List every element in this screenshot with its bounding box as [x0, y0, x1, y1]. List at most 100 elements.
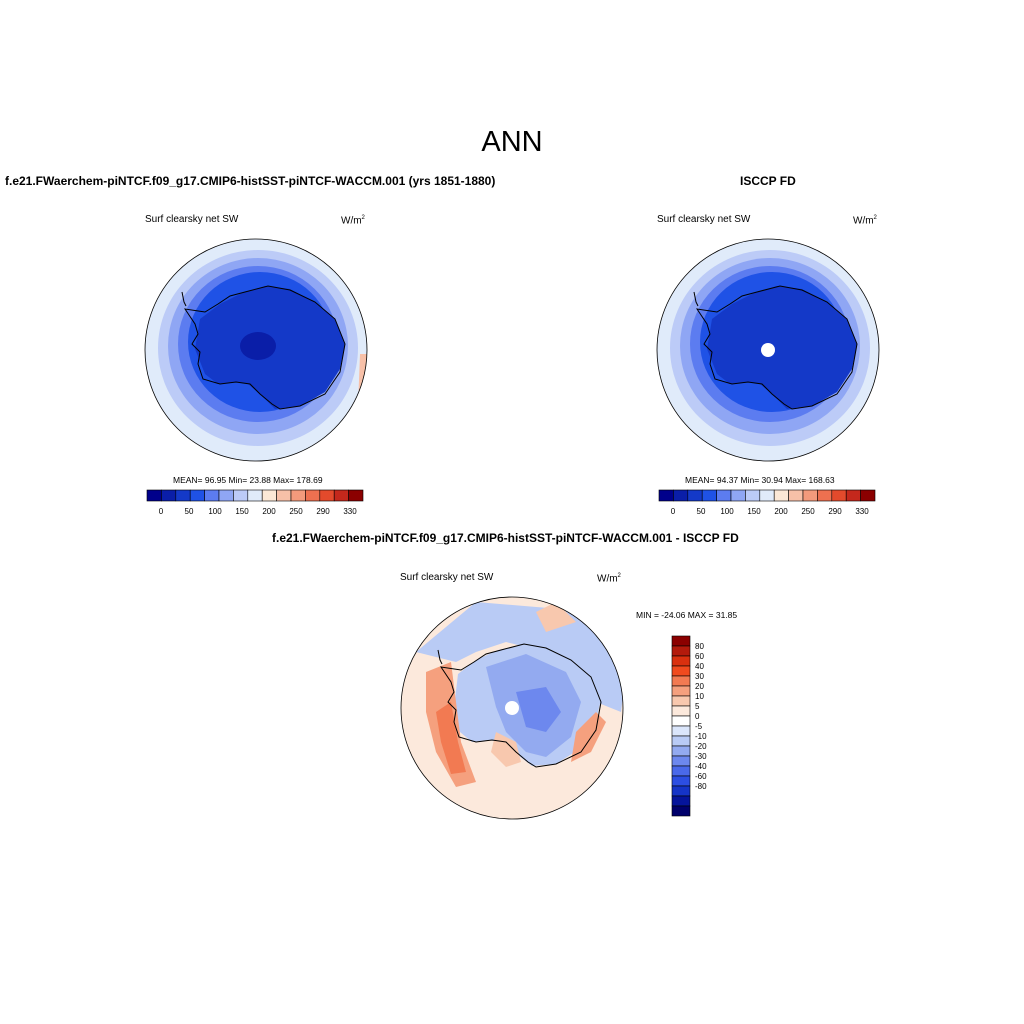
- colorbar-tick-label: 250: [289, 507, 303, 516]
- panel-2-units: W/m2: [853, 215, 877, 227]
- colorbar-cell: [233, 489, 249, 502]
- colorbar-cell: [671, 785, 691, 797]
- colorbar-tick-label: -20: [695, 742, 707, 751]
- colorbar-tick-label: -30: [695, 752, 707, 761]
- panel-1-stats: MEAN= 96.95 Min= 23.88 Max= 178.69: [173, 475, 323, 485]
- panel-3-stats: MIN = -24.06 MAX = 31.85: [636, 610, 738, 620]
- colorbar-cell: [673, 489, 689, 502]
- panel-1-variable: Surf clearsky net SW: [145, 214, 239, 225]
- panel-3-map-boundary: [400, 596, 624, 820]
- colorbar-tick-label: 150: [235, 507, 249, 516]
- colorbar-tick-label: 290: [316, 507, 330, 516]
- colorbar-tick-label: 10: [695, 692, 704, 701]
- colorbar-cell: [189, 489, 205, 502]
- colorbar-tick-label: 60: [695, 652, 704, 661]
- colorbar-tick-label: 80: [695, 642, 704, 651]
- panel-3-title: f.e21.FWaerchem-piNTCF.f09_g17.CMIP6-his…: [272, 531, 739, 545]
- colorbar-cell: [671, 805, 691, 817]
- colorbar-cell: [671, 635, 691, 647]
- antarctica-coastline: [439, 643, 602, 768]
- panel-2-stats: MEAN= 94.37 Min= 30.94 Max= 168.63: [685, 475, 835, 485]
- colorbar-cell: [802, 489, 818, 502]
- colorbar-cell: [671, 665, 691, 677]
- colorbar-cell: [831, 489, 847, 502]
- colorbar-tick-label: 40: [695, 662, 704, 671]
- colorbar-tick-label: 50: [185, 507, 194, 516]
- colorbar-tick-label: 50: [697, 507, 706, 516]
- colorbar-tick-label: 20: [695, 682, 704, 691]
- antarctica-coastline: [183, 285, 346, 410]
- colorbar-cell: [860, 489, 876, 502]
- colorbar-cell: [817, 489, 833, 502]
- antarctica-coastline: [695, 285, 858, 410]
- colorbar-tick-label: 330: [855, 507, 869, 516]
- colorbar-tick-label: 290: [828, 507, 842, 516]
- colorbar-cell: [319, 489, 335, 502]
- panel-1-title: f.e21.FWaerchem-piNTCF.f09_g17.CMIP6-his…: [5, 174, 496, 188]
- colorbar-cell: [671, 745, 691, 757]
- panel-2-title: ISCCP FD: [740, 174, 796, 188]
- panel-1-polar-map: [144, 238, 368, 462]
- colorbar-cell: [146, 489, 162, 502]
- panel-2-map-boundary: [656, 238, 880, 462]
- colorbar-cell: [745, 489, 761, 502]
- colorbar-cell: [773, 489, 789, 502]
- colorbar-tick-label: 150: [747, 507, 761, 516]
- colorbar-cell: [247, 489, 263, 502]
- colorbar-cell: [687, 489, 703, 502]
- colorbar-tick-label: 30: [695, 672, 704, 681]
- colorbar-cell: [276, 489, 292, 502]
- panel-3-polar-map: [400, 596, 624, 820]
- colorbar-cell: [348, 489, 364, 502]
- colorbar-tick-label: -60: [695, 772, 707, 781]
- colorbar-tick-label: 200: [262, 507, 276, 516]
- panel-1-map-boundary: [144, 238, 368, 462]
- colorbar-tick-label: 5: [695, 702, 700, 711]
- colorbar-cell: [671, 675, 691, 687]
- panel-2-colorbar: 0 50 100 150 200 250 290 330: [658, 489, 876, 516]
- colorbar-tick-label: 0: [671, 507, 676, 516]
- colorbar-tick-label: -5: [695, 722, 703, 731]
- colorbar-cell: [671, 705, 691, 717]
- panel-3-variable: Surf clearsky net SW: [400, 572, 494, 583]
- colorbar-cell: [218, 489, 234, 502]
- colorbar-cell: [759, 489, 775, 502]
- panel-1-colorbar: 0 50 100 150 200 250 290 330: [146, 489, 364, 516]
- colorbar-cell: [175, 489, 191, 502]
- colorbar-tick-label: 250: [801, 507, 815, 516]
- colorbar-tick-label: 330: [343, 507, 357, 516]
- panel-2-polar-map: [656, 238, 880, 462]
- colorbar-cell: [671, 695, 691, 707]
- colorbar-cell: [671, 795, 691, 807]
- colorbar-cell: [204, 489, 220, 502]
- colorbar-tick-label: 0: [695, 712, 700, 721]
- colorbar-cell: [671, 715, 691, 727]
- colorbar-tick-label: -10: [695, 732, 707, 741]
- colorbar-cell: [701, 489, 717, 502]
- colorbar-cell: [716, 489, 732, 502]
- panel-1-units: W/m2: [341, 215, 365, 227]
- colorbar-tick-label: 200: [774, 507, 788, 516]
- colorbar-cell: [671, 655, 691, 667]
- colorbar-tick-label: 100: [720, 507, 734, 516]
- colorbar-cell: [161, 489, 177, 502]
- colorbar-tick-label: 0: [159, 507, 164, 516]
- colorbar-cell: [261, 489, 277, 502]
- colorbar-cell: [671, 725, 691, 737]
- colorbar-cell: [333, 489, 349, 502]
- colorbar-cell: [788, 489, 804, 502]
- colorbar-tick-label: -80: [695, 782, 707, 791]
- colorbar-cell: [671, 755, 691, 767]
- colorbar-cell: [671, 685, 691, 697]
- colorbar-cell: [730, 489, 746, 502]
- colorbar-cell: [671, 775, 691, 787]
- colorbar-cell: [290, 489, 306, 502]
- colorbar-cell: [305, 489, 321, 502]
- colorbar-cell: [671, 765, 691, 777]
- panel-3-units: W/m2: [597, 573, 621, 585]
- colorbar-cell: [845, 489, 861, 502]
- colorbar-cell: [671, 735, 691, 747]
- colorbar-tick-label: -40: [695, 762, 707, 771]
- colorbar-cell: [671, 645, 691, 657]
